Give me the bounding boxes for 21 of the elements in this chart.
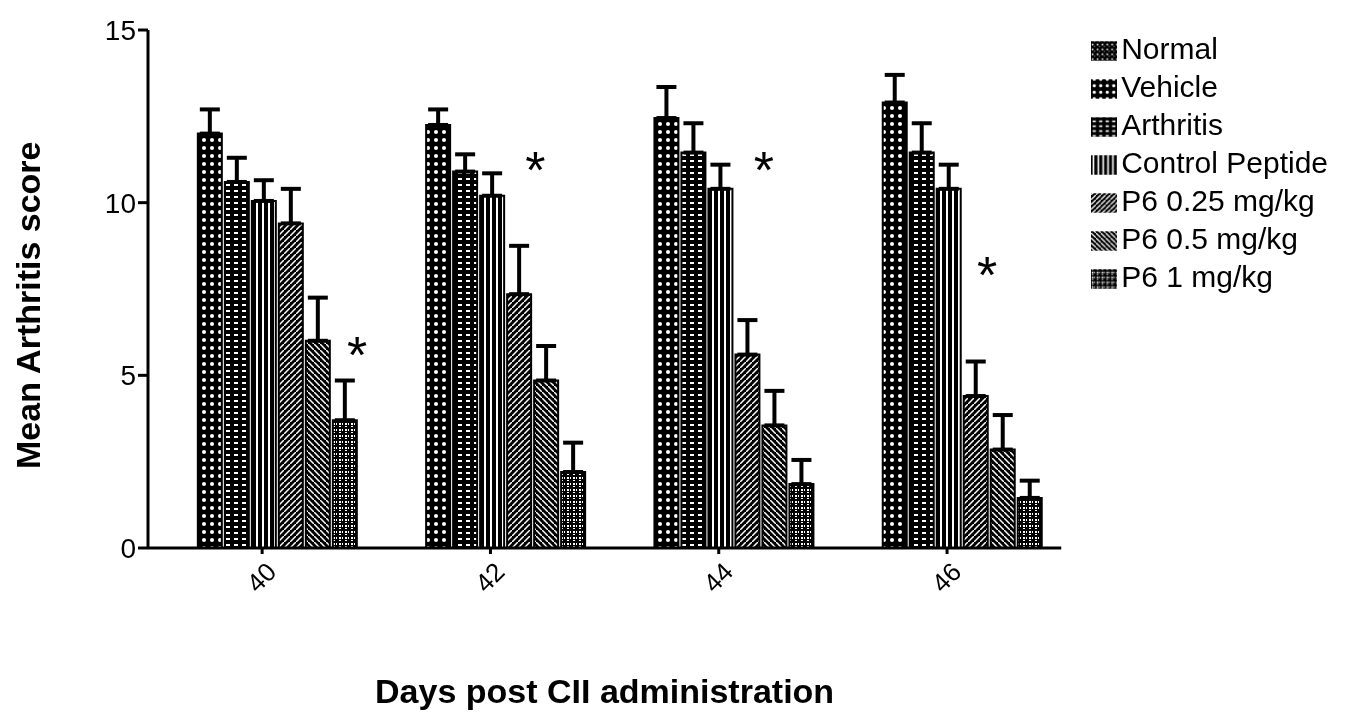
y-tick-label: 10 [104,187,136,219]
y-axis-title: Mean Arthritis score [9,141,48,469]
legend-label: Vehicle [1121,70,1218,103]
x-tick-label: 40 [240,556,283,599]
annotation: * [753,141,774,199]
legend-label: Arthritis [1121,108,1223,141]
y-tick-label: 5 [120,360,136,392]
legend-label: P6 0.25 mg/kg [1121,184,1315,217]
x-tick-label: 46 [925,556,968,599]
legend-label: P6 0.5 mg/kg [1121,222,1298,255]
x-tick-label: 42 [468,556,511,599]
legend-label: Control Peptide [1121,146,1328,179]
legend-label: Normal [1121,32,1218,65]
x-axis-title: Days post CII administration [375,672,835,710]
y-tick-label: 0 [120,532,136,564]
annotation: * [347,326,368,384]
legend-label: P6 1 mg/kg [1121,260,1273,293]
annotation: * [525,141,546,199]
y-tick-label: 15 [104,14,136,46]
x-tick-label: 44 [697,556,739,599]
annotation: * [976,246,998,304]
